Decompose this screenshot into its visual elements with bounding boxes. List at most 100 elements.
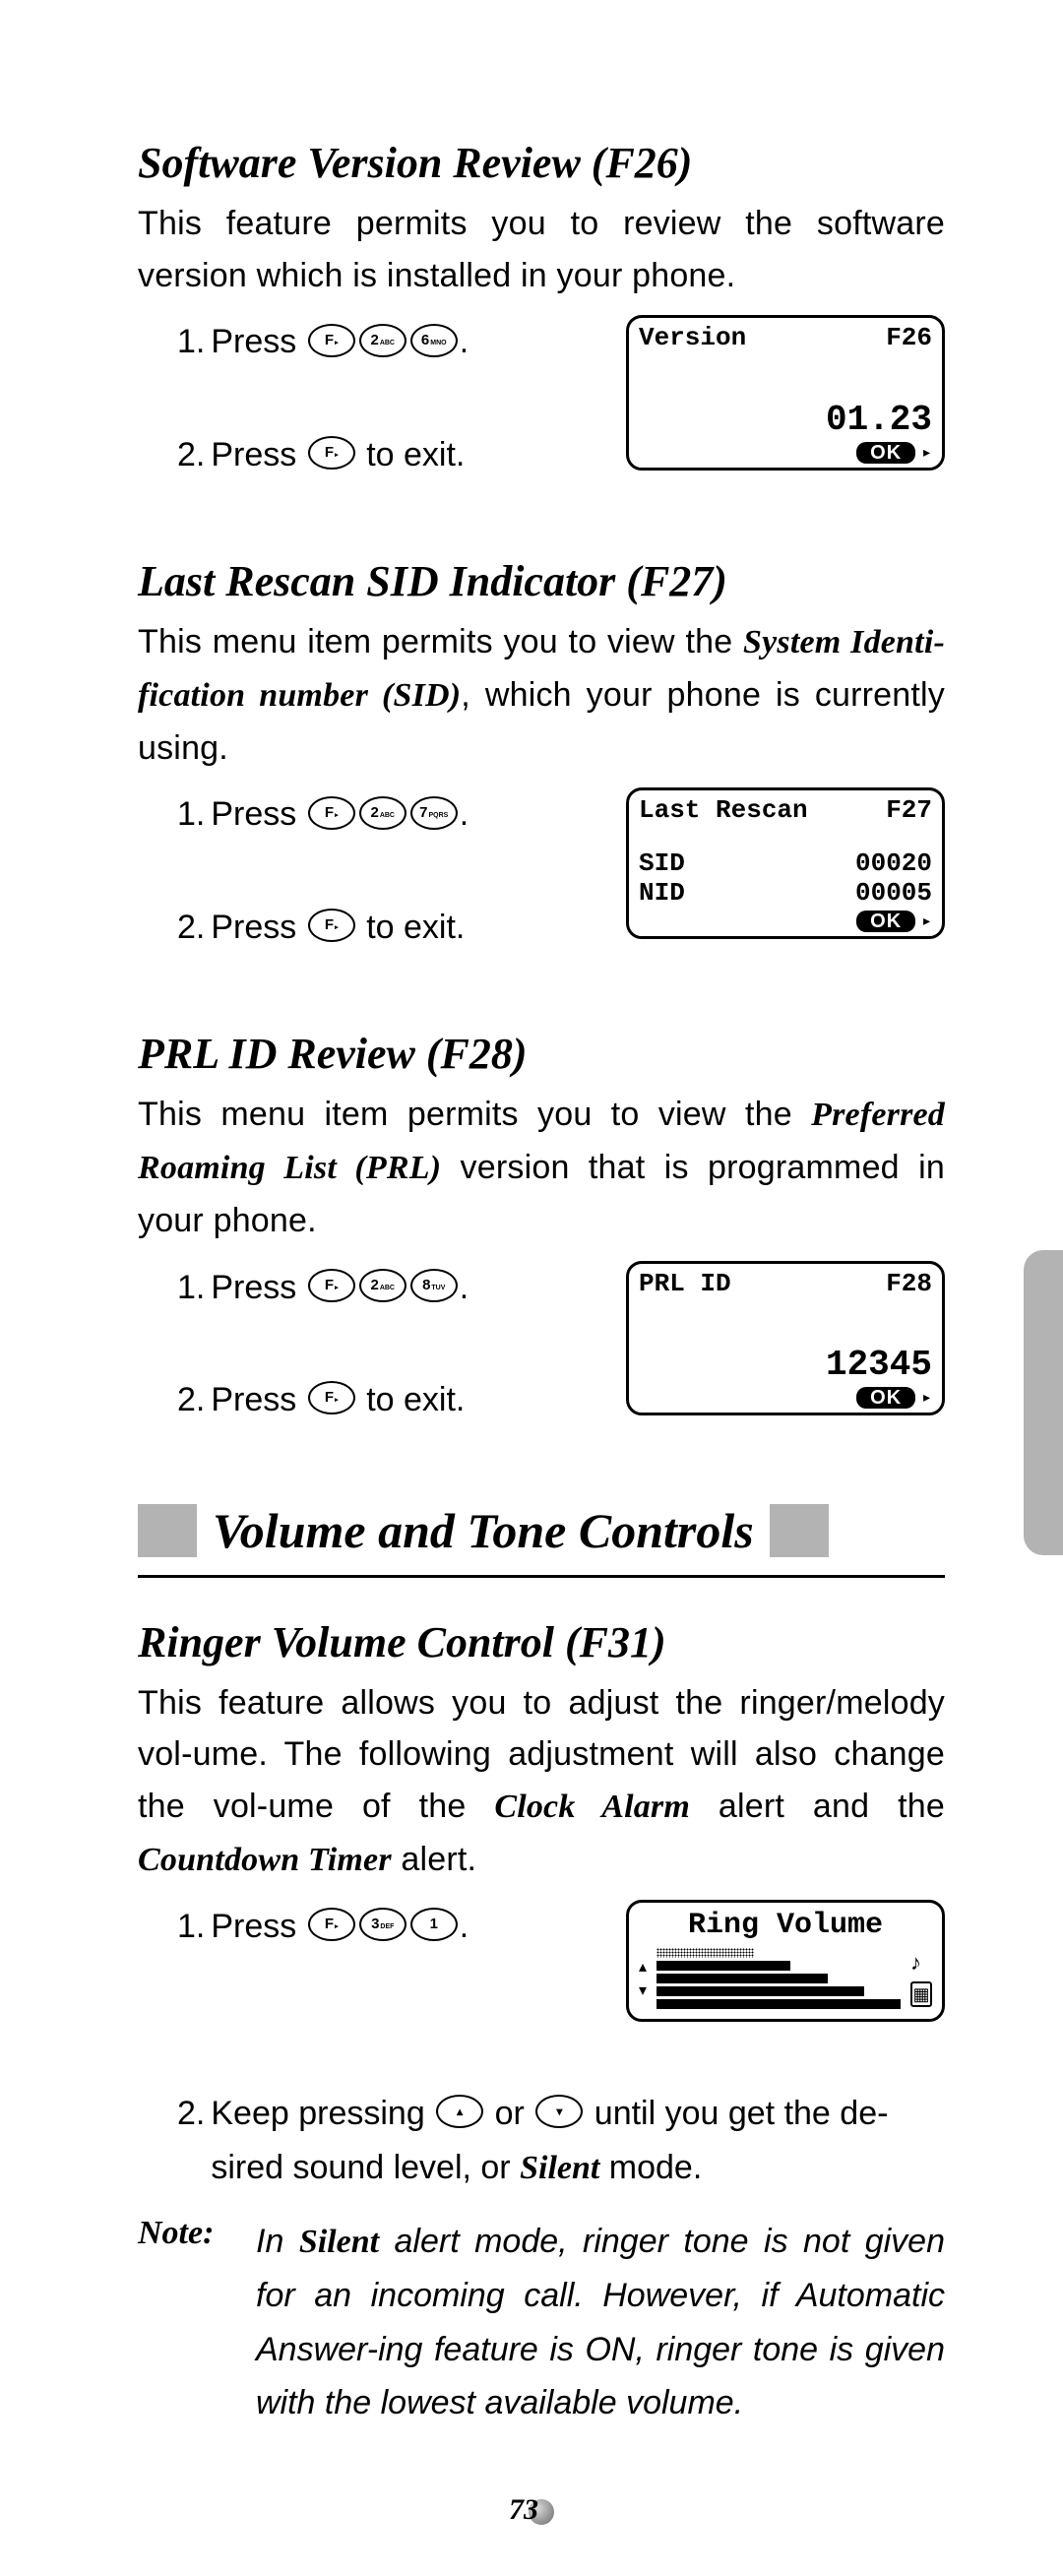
f26-step1: 1. Press F▸ 2ABC 6MNO . — [138, 315, 640, 368]
manual-page: Software Version Review (F26) This featu… — [0, 0, 1063, 2576]
sid-label: SID — [639, 849, 685, 879]
step-number: 2. — [177, 428, 205, 481]
step2-tail: mode. — [599, 2149, 702, 2186]
sid-value: 00020 — [855, 849, 932, 879]
page-number-text: 73 — [509, 2493, 538, 2526]
volume-bars — [657, 1948, 901, 2009]
phone-icon: ▦ — [910, 1981, 932, 2007]
step-number: 2. — [177, 2087, 205, 2140]
banner-bar-left — [138, 1504, 197, 1557]
vol-bar-3 — [657, 1974, 828, 1983]
arrow-right-icon: ▸ — [921, 911, 932, 932]
vol-bar-2 — [657, 1986, 864, 1996]
screen-title-left: Last Rescan — [639, 796, 808, 826]
step-word: Press — [211, 315, 296, 368]
key-f: F▸ — [308, 1269, 355, 1302]
page-number: 73 — [0, 2493, 1063, 2527]
f27-step1: 1. Press F▸ 2ABC 7PQRS . — [138, 787, 640, 841]
step-word: Press — [211, 787, 296, 841]
step-tail: to exit. — [366, 1373, 465, 1426]
heading-f26: Software Version Review (F26) — [138, 138, 945, 188]
ring-arrows: ▴ ▾ — [639, 1957, 647, 2000]
section-f31: Ringer Volume Control (F31) This feature… — [138, 1617, 945, 2430]
arrow-up-icon: ▴ — [639, 1957, 647, 1977]
f26-step2: 2. Press F▸ to exit. — [138, 428, 640, 481]
f28-step2: 2. Press F▸ to exit. — [138, 1373, 640, 1426]
vol-bar-5 — [657, 1948, 754, 1958]
step-number: 2. — [177, 1373, 205, 1426]
screen-title-left: PRL ID — [639, 1270, 731, 1299]
note-block: Note: In Silent alert mode, ringer tone … — [138, 2215, 945, 2430]
key-2: 2ABC — [359, 796, 406, 830]
heading-f28: PRL ID Review (F28) — [138, 1029, 945, 1079]
key-7: 7PQRS — [410, 796, 458, 830]
step-number: 1. — [177, 787, 205, 841]
key-8: 8TUV — [410, 1269, 458, 1302]
step-word: Press — [211, 428, 296, 481]
screen-f26: Version F26 01.23 OK ▸ — [626, 315, 945, 470]
note-label: Note: — [138, 2215, 256, 2430]
f27-step2: 2. Press F▸ to exit. — [138, 901, 640, 954]
key-f: F▸ — [308, 1381, 355, 1414]
f28-step1: 1. Press F▸ 2ABC 8TUV . — [138, 1261, 640, 1314]
screen-title-left: Version — [639, 324, 746, 353]
banner-bar-right — [770, 1504, 829, 1557]
section-f27: Last Rescan SID Indicator (F27) This men… — [138, 556, 945, 989]
nid-label: NID — [639, 879, 685, 909]
body-f28: This menu item permits you to view the P… — [138, 1089, 945, 1246]
vol-bar-4 — [657, 1961, 790, 1971]
ok-button: OK — [856, 1387, 915, 1409]
heading-f27: Last Rescan SID Indicator (F27) — [138, 556, 945, 606]
arrow-right-icon: ▸ — [921, 442, 932, 464]
key-f: F▸ — [308, 909, 355, 942]
ring-title: Ring Volume — [639, 1909, 932, 1942]
music-note-icon: ♪ — [910, 1950, 932, 1976]
note-body: In Silent alert mode, ringer tone is not… — [256, 2215, 945, 2430]
key-up: ▴ — [436, 2095, 483, 2128]
step-word: Press — [211, 901, 296, 954]
step-number: 1. — [177, 1261, 205, 1314]
screen-title-right: F26 — [886, 324, 932, 353]
key-f: F▸ — [308, 1908, 355, 1941]
step-number: 1. — [177, 1900, 205, 1953]
key-6: 6MNO — [410, 324, 458, 357]
step2-c2: sired sound level, or — [211, 2149, 520, 2186]
screen-value: 12345 — [639, 1346, 932, 1385]
section-banner: Volume and Tone Controls — [138, 1502, 945, 1559]
screen-f31-ring: Ring Volume ▴ ▾ ♪ ▦ — [626, 1900, 945, 2022]
section-f28: PRL ID Review (F28) This menu item permi… — [138, 1029, 945, 1462]
body-f31: This feature allows you to adjust the ri… — [138, 1677, 945, 1887]
banner-title: Volume and Tone Controls — [213, 1502, 754, 1559]
key-2: 2ABC — [359, 1269, 406, 1302]
key-f: F▸ — [308, 796, 355, 830]
step-word: Press — [211, 1900, 296, 1953]
body-f26: This feature permits you to review the s… — [138, 198, 945, 301]
nid-value: 00005 — [855, 879, 932, 909]
screen-f27: Last Rescan F27 SID 00020 NID 00005 OK ▸ — [626, 787, 945, 939]
key-down: ▾ — [535, 2095, 583, 2128]
ok-button: OK — [856, 442, 915, 464]
key-1: 1 — [410, 1908, 458, 1941]
key-3: 3DEF — [359, 1908, 406, 1941]
step-word: Press — [211, 1261, 296, 1314]
ok-button: OK — [856, 911, 915, 932]
arrow-down-icon: ▾ — [639, 1980, 647, 2000]
step-tail: to exit. — [366, 428, 465, 481]
screen-value: 01.23 — [639, 401, 932, 440]
screen-title-right: F28 — [886, 1270, 932, 1299]
step2-a: Keep pressing — [211, 2087, 424, 2140]
key-f: F▸ — [308, 436, 355, 470]
screen-title-right: F27 — [886, 796, 932, 826]
body-f27: This menu item permits you to view the S… — [138, 616, 945, 774]
step2-c: until you get the de- — [594, 2087, 889, 2140]
step-number: 1. — [177, 315, 205, 368]
step2-b: or — [495, 2087, 525, 2140]
step-word: Press — [211, 1373, 296, 1426]
arrow-right-icon: ▸ — [921, 1387, 932, 1409]
screen-f28: PRL ID F28 12345 OK ▸ — [626, 1261, 945, 1415]
side-tab — [1024, 1250, 1063, 1555]
key-2: 2ABC — [359, 324, 406, 357]
f31-step2: 2. Keep pressing ▴ or ▾ until you get th… — [138, 2087, 945, 2195]
step2-em: Silent — [520, 2150, 599, 2186]
vol-bar-1 — [657, 1999, 901, 2009]
